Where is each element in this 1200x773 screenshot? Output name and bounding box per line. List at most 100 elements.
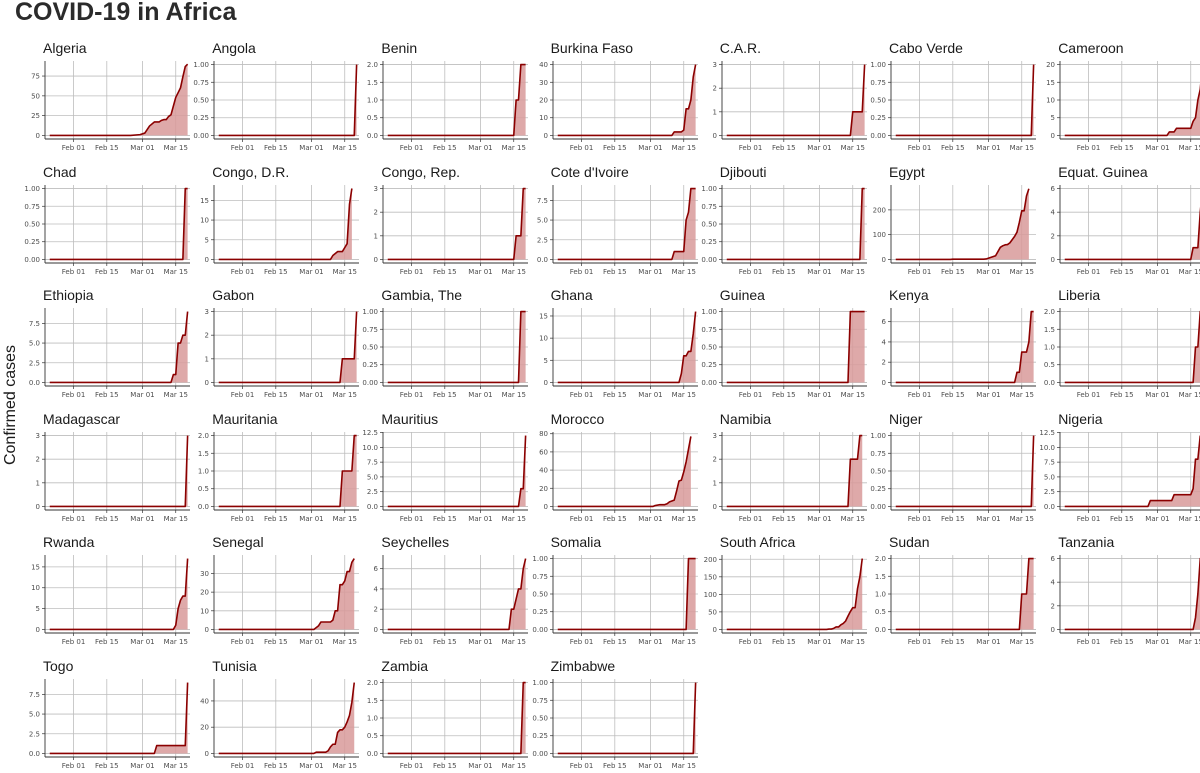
y-tick-label: 0.25 [870, 485, 886, 493]
y-tick-label: 3 [36, 432, 40, 440]
panel: Cabo Verde 0.00 0.25 0.50 0.75 1.00 Feb 01 Feb … [870, 40, 1039, 155]
x-tick-label: Feb 15 [941, 144, 965, 152]
x-tick-label: Mar 15 [164, 391, 188, 399]
y-tick-label: 0.5 [875, 609, 886, 617]
panel-plot: 0 1 2 3 Feb 01 Feb 15 Mar 01 Mar 15 [36, 431, 190, 523]
panel: Egypt 0 100 200 Feb 01 Feb 15 Mar 01 Mar 15 [873, 164, 1039, 279]
panel-plot: 0.0 0.5 1.0 1.5 2.0 Feb 01 Feb 15 Mar 01 Mar 15 [367, 61, 529, 152]
y-tick-label: 0.00 [194, 132, 210, 140]
cases-line [218, 311, 358, 384]
y-tick-label: 5.0 [536, 216, 547, 224]
x-tick-label: Feb 15 [603, 144, 627, 152]
y-tick-label: 15 [1046, 79, 1055, 87]
y-tick-label: 20 [539, 97, 548, 105]
x-tick-label: Mar 15 [502, 144, 526, 152]
y-tick-label: 12.5 [1040, 429, 1056, 437]
y-tick-label: 2.0 [875, 555, 886, 563]
cases-line [895, 435, 1035, 508]
x-tick-label: Feb 01 [569, 762, 593, 770]
x-tick-label: Mar 01 [638, 638, 662, 646]
y-tick-label: 4 [1051, 579, 1056, 587]
y-tick-label: 1.00 [870, 61, 886, 69]
y-tick-label: 2.5 [1044, 488, 1055, 496]
y-tick-label: 0 [36, 503, 40, 511]
y-tick-label: 0.50 [532, 591, 548, 599]
panel: Gabon 0 1 2 3 Feb 01 Feb 15 Mar 01 Mar 15 [205, 287, 362, 402]
y-tick-label: 3 [712, 432, 716, 440]
panel-title: Gambia, The [381, 287, 463, 304]
panel-title: South Africa [719, 534, 796, 551]
x-tick-label: Mar 15 [840, 391, 864, 399]
panel-plot: 0.0 2.5 5.0 7.5 Feb 01 Feb 15 Mar 01 Mar 15 [536, 184, 698, 276]
y-tick-label: 2.0 [1044, 308, 1055, 316]
cases-line [218, 434, 357, 508]
panel-title: Cameroon [1058, 40, 1124, 56]
x-tick-label: Feb 01 [1077, 144, 1101, 152]
x-tick-label: Feb 15 [433, 391, 457, 399]
x-tick-label: Feb 15 [603, 391, 627, 399]
x-tick-label: Feb 01 [62, 515, 86, 523]
cases-line [1064, 85, 1200, 137]
y-tick-label: 0.25 [701, 361, 717, 369]
y-tick-label: 0.50 [363, 344, 379, 352]
x-tick-label: Feb 01 [739, 515, 763, 523]
cases-line [388, 435, 527, 508]
y-tick-label: 0.25 [532, 732, 548, 740]
x-tick-label: Mar 01 [1145, 391, 1169, 399]
y-tick-label: 0 [1051, 132, 1055, 140]
x-tick-label: Feb 01 [1077, 391, 1101, 399]
y-tick-label: 0 [543, 503, 547, 511]
cases-area [49, 682, 188, 754]
y-tick-label: 15 [31, 564, 40, 572]
x-tick-label: Mar 01 [807, 515, 831, 523]
cases-line [49, 311, 189, 384]
y-tick-label: 1.00 [532, 555, 548, 563]
x-tick-label: Mar 01 [469, 638, 493, 646]
y-tick-label: 5 [36, 605, 40, 613]
x-tick-label: Mar 15 [164, 268, 188, 276]
y-tick-label: 0.75 [870, 79, 886, 87]
y-tick-label: 2.0 [367, 61, 378, 69]
x-tick-label: Feb 01 [908, 391, 932, 399]
x-tick-label: Mar 15 [333, 144, 357, 152]
x-tick-label: Feb 15 [941, 268, 965, 276]
x-tick-label: Feb 01 [400, 515, 424, 523]
x-tick-label: Feb 15 [433, 268, 457, 276]
x-tick-label: Mar 15 [333, 268, 357, 276]
panel-plot: 0 2 4 6 Feb 01 Feb 15 Mar 01 Mar 15 [882, 308, 1036, 399]
cases-area [726, 435, 863, 507]
y-tick-label: 0.0 [1044, 503, 1055, 511]
panel: Senegal 0 10 20 30 Feb 01 Feb 15 Mar 01 Mar 15 [200, 534, 362, 649]
y-tick-label: 0.0 [29, 379, 40, 387]
panel: Djibouti 0.00 0.25 0.50 0.75 1.00 Feb 01 Feb 15… [701, 164, 870, 279]
panel-title: Zimbabwe [550, 658, 616, 674]
x-tick-label: Mar 15 [502, 515, 526, 523]
panel-title: Niger [889, 410, 923, 427]
panel-title: Angola [212, 40, 256, 56]
panel: Cameroon 0 5 10 15 20 Feb 01 Feb 15 Mar 01 Mar 15 [1046, 40, 1200, 155]
x-tick-label: Mar 15 [333, 638, 357, 646]
x-tick-label: Feb 15 [772, 268, 796, 276]
y-tick-label: 0.50 [701, 220, 717, 228]
panel-title: Tanzania [1058, 534, 1115, 551]
panel: Mauritania 0.0 0.5 1.0 1.5 2.0 Feb 01 Feb 15 Mar… [198, 411, 362, 526]
x-tick-label: Mar 01 [807, 144, 831, 152]
y-tick-label: 0.75 [870, 450, 886, 458]
cases-line [726, 187, 865, 260]
x-tick-label: Mar 01 [299, 268, 323, 276]
y-tick-label: 7.5 [1044, 458, 1055, 466]
panel-plot: 0 5 10 15 Feb 01 Feb 15 Mar 01 Mar 15 [200, 184, 360, 276]
panel-title: Congo, D.R. [212, 163, 290, 180]
x-tick-label: Feb 15 [1110, 515, 1134, 523]
x-tick-label: Mar 01 [807, 268, 831, 276]
x-tick-label: Mar 15 [164, 762, 188, 770]
y-tick-label: 1.0 [367, 97, 378, 105]
y-tick-label: 100 [873, 231, 886, 239]
x-tick-label: Mar 01 [1145, 268, 1169, 276]
cases-area [557, 188, 696, 260]
cases-line [1064, 208, 1200, 260]
x-tick-label: Mar 15 [502, 268, 526, 276]
y-tick-label: 2.5 [367, 488, 378, 496]
y-tick-label: 10 [1046, 97, 1055, 105]
x-tick-label: Mar 15 [840, 268, 864, 276]
